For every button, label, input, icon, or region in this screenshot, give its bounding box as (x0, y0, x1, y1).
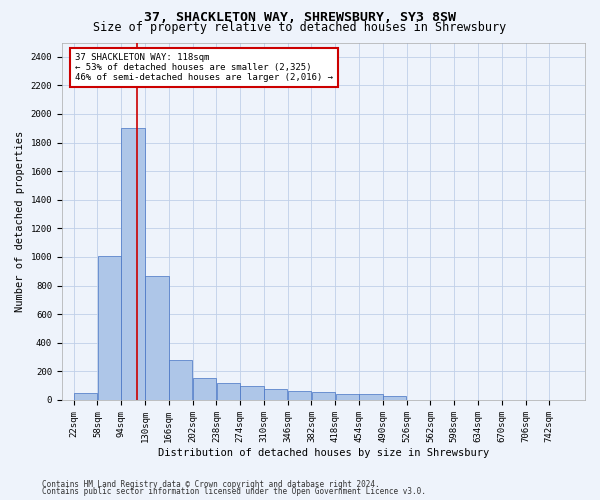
Text: 37, SHACKLETON WAY, SHREWSBURY, SY3 8SW: 37, SHACKLETON WAY, SHREWSBURY, SY3 8SW (144, 11, 456, 24)
Bar (312, 392, 335, 400)
Bar (193, 378, 216, 400)
Bar (217, 383, 240, 400)
Bar (383, 396, 406, 400)
Bar (121, 128, 145, 400)
Bar (98, 256, 121, 400)
Text: Size of property relative to detached houses in Shrewsbury: Size of property relative to detached ho… (94, 22, 506, 35)
Bar (169, 360, 193, 400)
Bar (145, 276, 169, 400)
Y-axis label: Number of detached properties: Number of detached properties (15, 130, 25, 312)
X-axis label: Distribution of detached houses by size in Shrewsbury: Distribution of detached houses by size … (158, 448, 489, 458)
Bar (359, 394, 383, 400)
Text: 37 SHACKLETON WAY: 118sqm
← 53% of detached houses are smaller (2,325)
46% of se: 37 SHACKLETON WAY: 118sqm ← 53% of detac… (75, 52, 333, 82)
Text: Contains HM Land Registry data © Crown copyright and database right 2024.: Contains HM Land Registry data © Crown c… (42, 480, 380, 489)
Bar (335, 394, 359, 400)
Bar (288, 392, 311, 400)
Bar (74, 393, 97, 400)
Bar (241, 386, 263, 400)
Text: Contains public sector information licensed under the Open Government Licence v3: Contains public sector information licen… (42, 487, 426, 496)
Bar (264, 389, 287, 400)
